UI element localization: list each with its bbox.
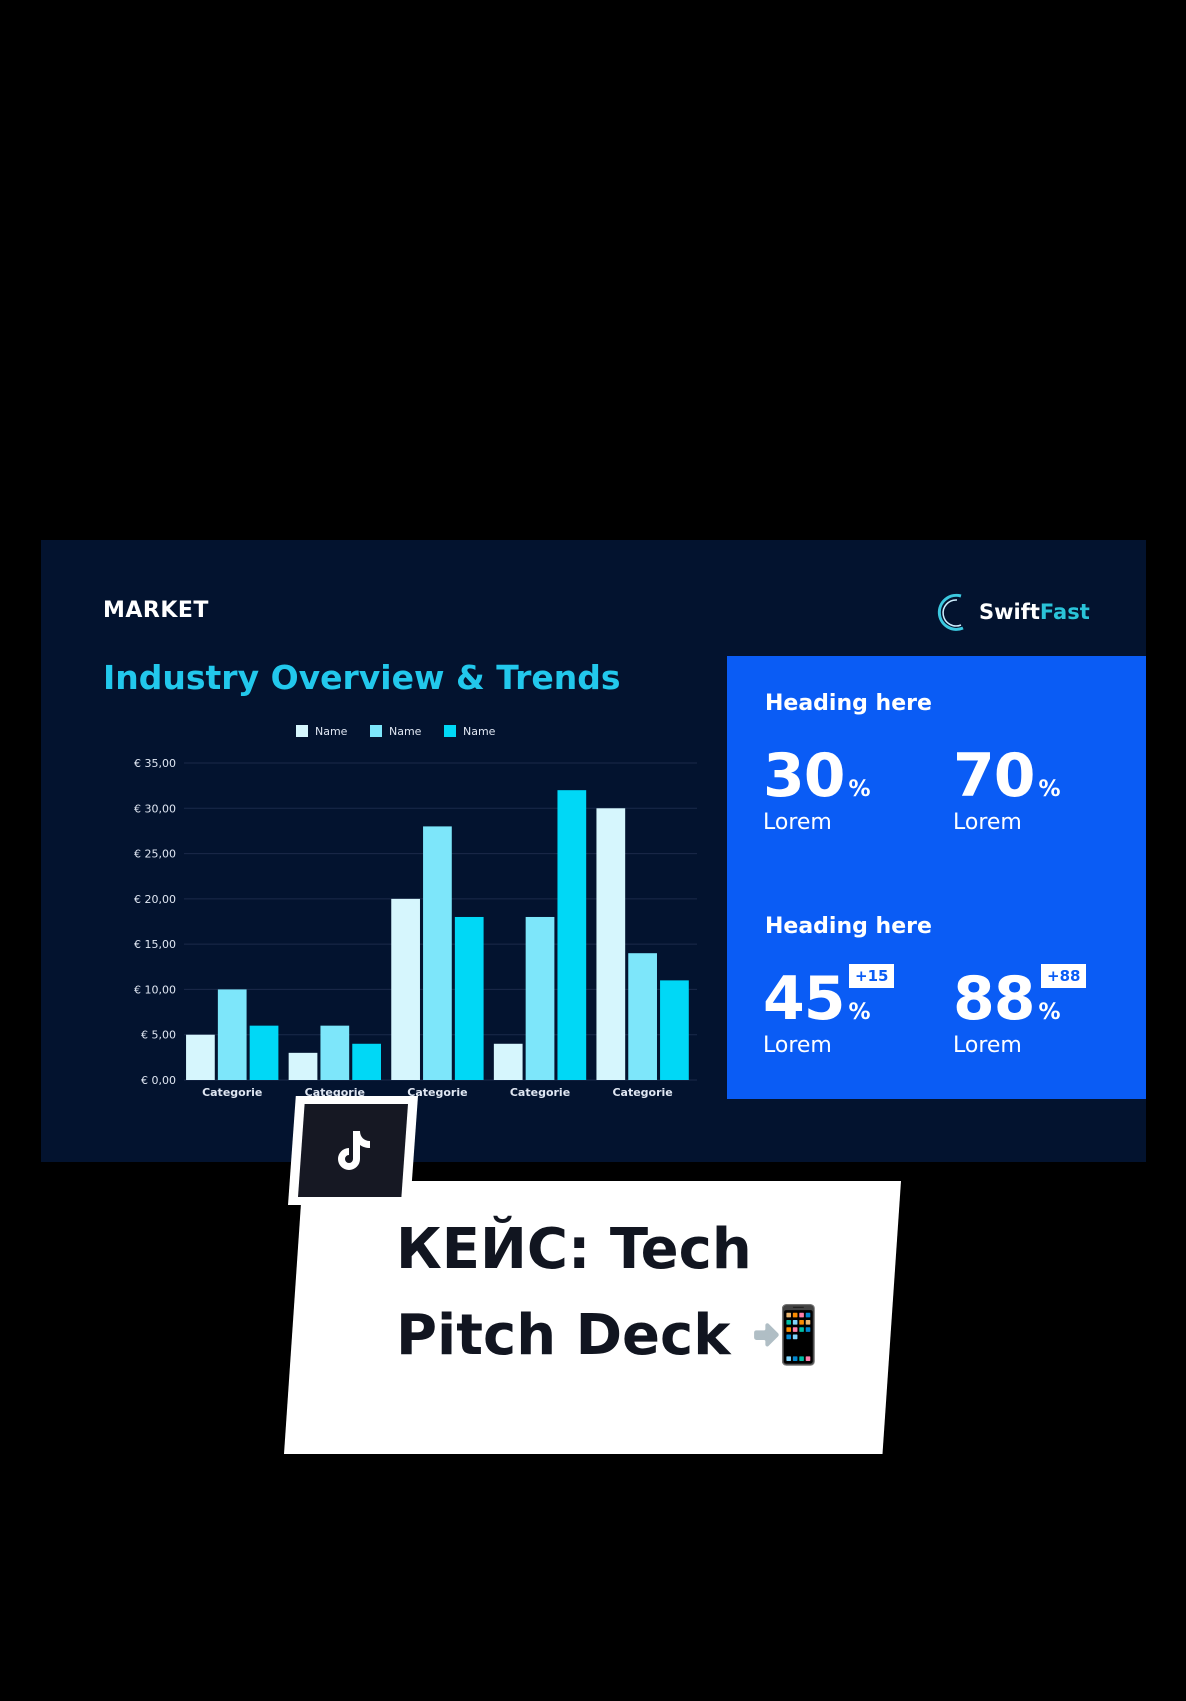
bar <box>288 1052 318 1080</box>
stat-value: 45 <box>763 964 845 1034</box>
y-tick-label: € 10,00 <box>134 983 176 996</box>
legend-swatch <box>370 725 382 737</box>
stat-unit: % <box>848 777 871 802</box>
stat-4: 88% Lorem <box>953 969 1061 1058</box>
x-tick-label: Categorie <box>407 1086 467 1099</box>
logo-text-swift: Swift <box>979 600 1040 624</box>
legend-label: Name <box>463 725 496 738</box>
stat-value: 70 <box>953 741 1035 811</box>
logo: SwiftFast <box>933 592 1090 632</box>
bar <box>596 808 626 1080</box>
crescent-logo-icon <box>937 593 964 631</box>
bar <box>557 790 587 1080</box>
y-tick-label: € 15,00 <box>134 938 176 951</box>
bar <box>628 953 657 1080</box>
legend-swatch <box>444 725 456 737</box>
stat-2: 70% Lorem <box>953 746 1061 835</box>
bar <box>352 1043 381 1080</box>
stat-label: Lorem <box>763 1033 832 1058</box>
bar <box>660 980 689 1080</box>
bar <box>525 916 555 1080</box>
legend-swatch <box>296 725 308 737</box>
bar <box>217 989 247 1080</box>
caption-card: КЕЙС: Tech Pitch Deck 📲 <box>284 1181 901 1454</box>
stat-value: 30 <box>763 741 845 811</box>
stat-unit: % <box>1038 1000 1061 1025</box>
stats-heading-1: Heading here <box>765 691 932 716</box>
legend-label: Name <box>315 725 348 738</box>
y-tick-label: € 0,00 <box>141 1074 176 1087</box>
y-tick-label: € 30,00 <box>134 802 176 815</box>
stat-label: Lorem <box>953 810 1022 835</box>
tiktok-badge <box>288 1096 418 1205</box>
stats-panel: Heading here 30% Lorem 70% Lorem Heading… <box>727 656 1146 1099</box>
caption-line-2: Pitch Deck 📲 <box>396 1303 820 1368</box>
bar <box>454 916 484 1080</box>
bar <box>186 1034 215 1080</box>
bar <box>249 1025 279 1080</box>
y-tick-label: € 20,00 <box>134 893 176 906</box>
logo-text-fast: Fast <box>1039 600 1090 624</box>
stat-unit: % <box>848 1000 871 1025</box>
caption-text: КЕЙС: Tech Pitch Deck 📲 <box>396 1207 820 1379</box>
section-label: MARKET <box>103 598 209 623</box>
x-tick-label: Categorie <box>202 1086 262 1099</box>
y-tick-label: € 35,00 <box>134 757 176 770</box>
stats-heading-2: Heading here <box>765 914 932 939</box>
stat-label: Lorem <box>763 810 832 835</box>
bar <box>493 1043 523 1080</box>
bar <box>423 826 452 1080</box>
tiktok-logo-icon <box>338 1130 370 1170</box>
y-tick-label: € 5,00 <box>141 1029 176 1042</box>
bar <box>391 898 420 1080</box>
y-tick-label: € 25,00 <box>134 848 176 861</box>
stat-change-badge: +88 <box>1041 964 1087 988</box>
bar-chart: € 0,00 € 5,00 € 10,00 € 15,00 € 20,00 € 25,00… <box>134 725 697 1099</box>
x-tick-label: Categorie <box>305 1086 365 1099</box>
legend-label: Name <box>389 725 422 738</box>
x-tick-label: Categorie <box>510 1086 570 1099</box>
stat-value: 88 <box>953 964 1035 1034</box>
bar <box>320 1025 350 1080</box>
stat-label: Lorem <box>953 1033 1022 1058</box>
stat-3: 45% Lorem <box>763 969 871 1058</box>
stat-unit: % <box>1038 777 1061 802</box>
stat-1: 30% Lorem <box>763 746 871 835</box>
slide-title: Industry Overview & Trends <box>103 658 621 697</box>
x-tick-label: Categorie <box>612 1086 672 1099</box>
slide: MARKET Industry Overview & Trends SwiftF… <box>41 540 1146 1162</box>
caption-line-1: КЕЙС: Tech <box>396 1217 752 1282</box>
stat-change-badge: +15 <box>849 964 895 988</box>
